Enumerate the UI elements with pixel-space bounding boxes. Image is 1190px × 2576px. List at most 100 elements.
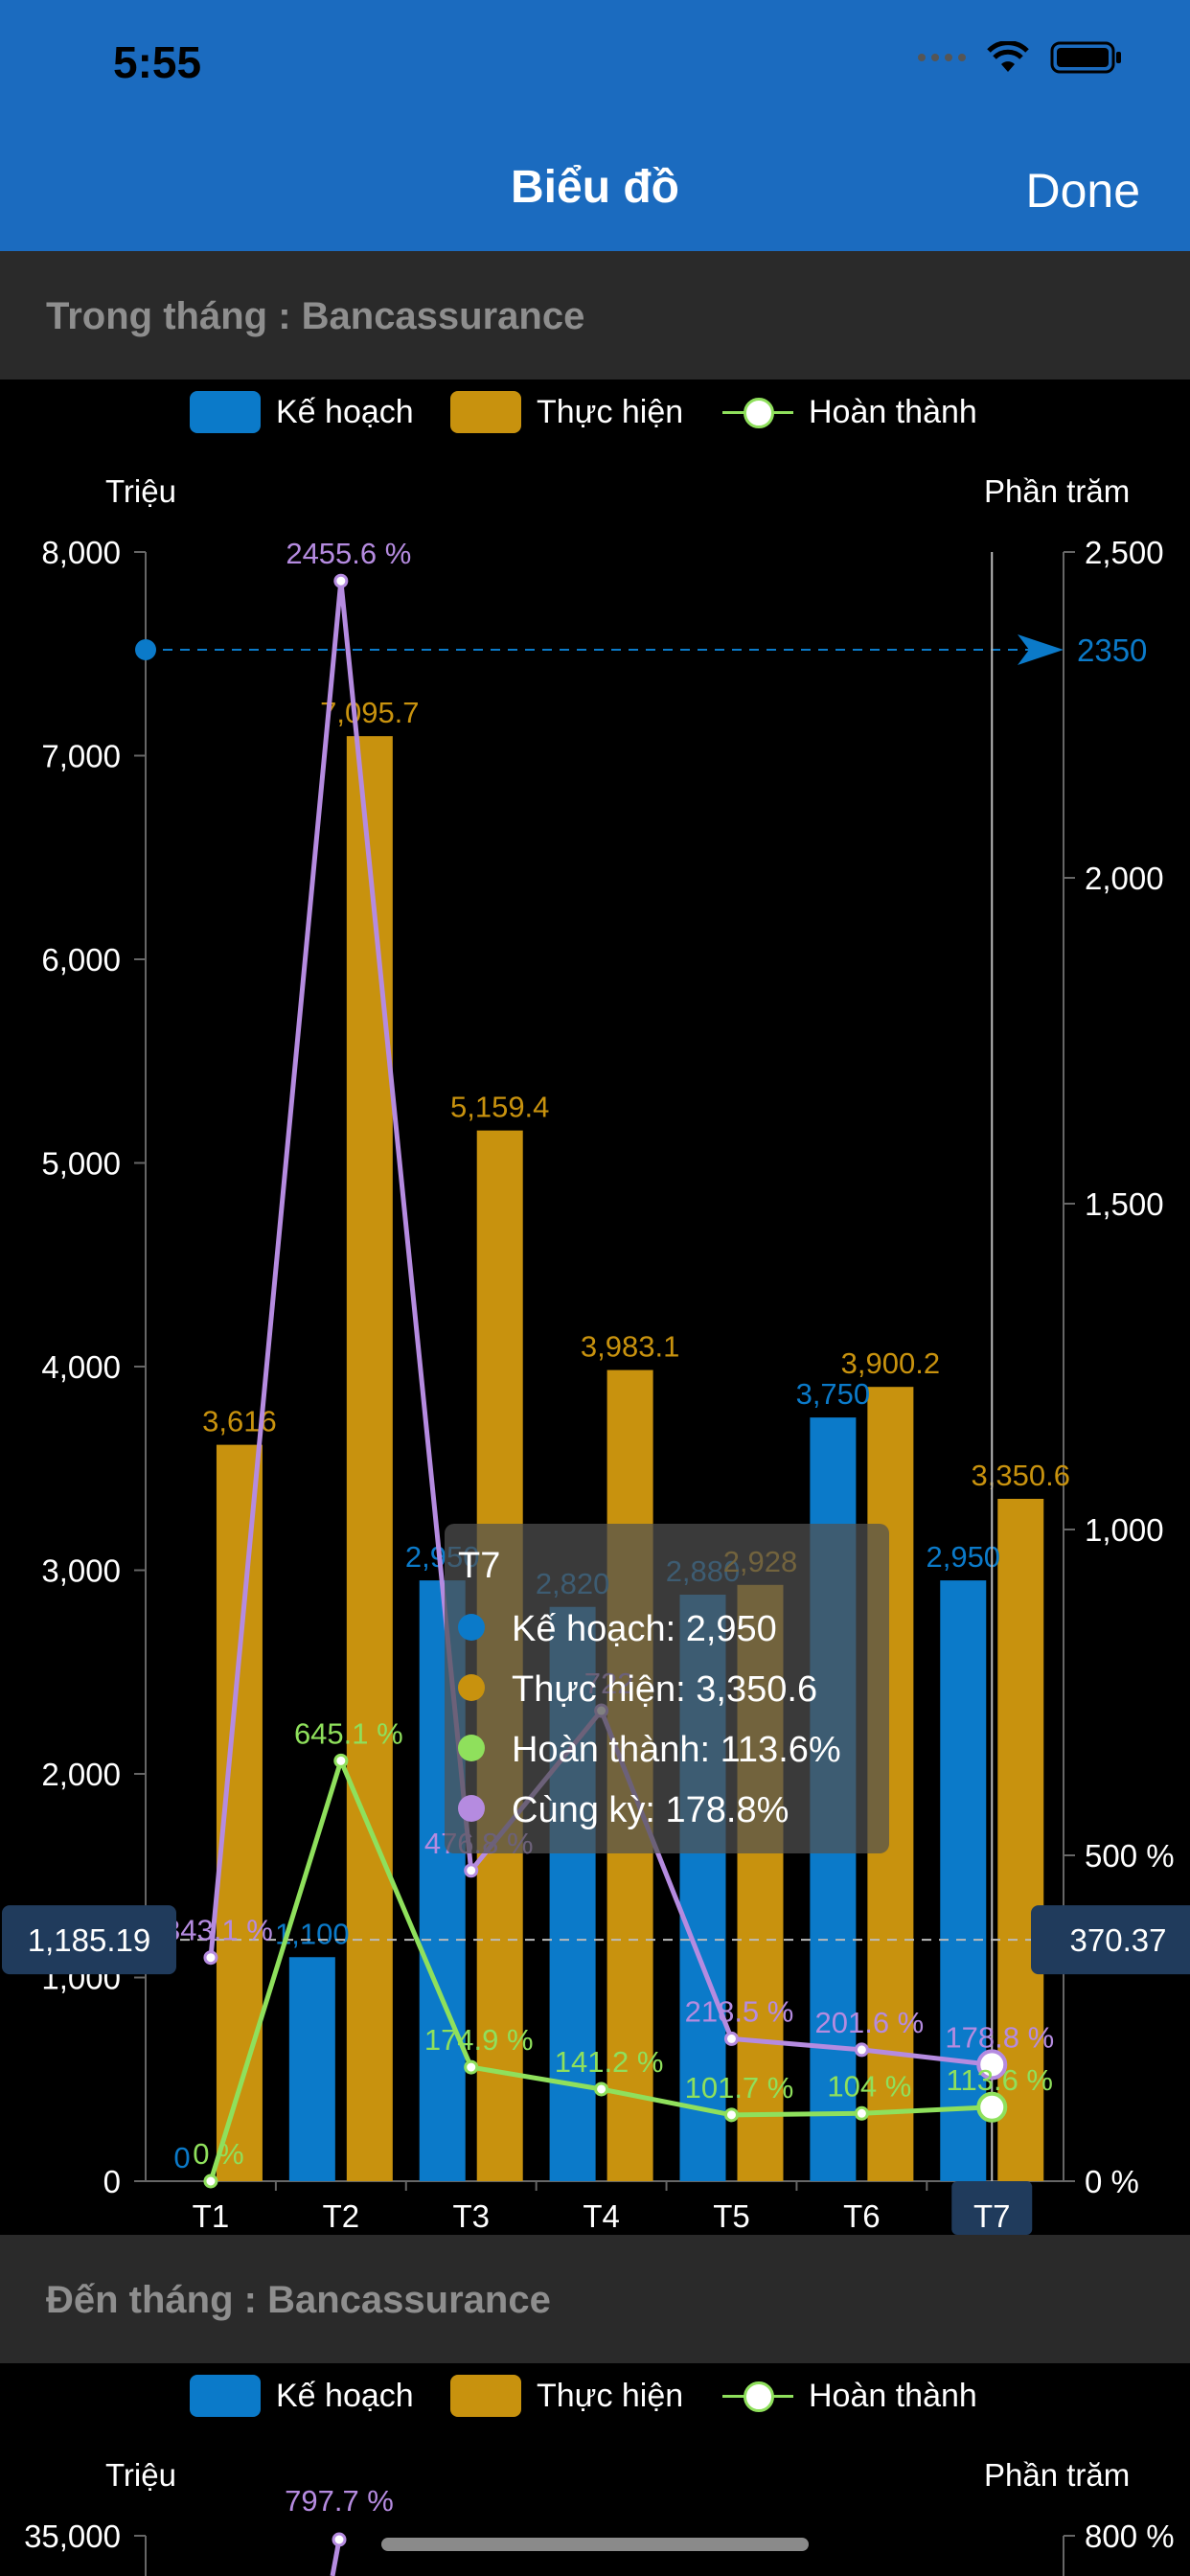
- bar-actual-label: 7,095.7: [320, 696, 419, 729]
- complete-point: [594, 2082, 609, 2097]
- same-period-label: 178.8 %: [945, 2020, 1054, 2054]
- left-axis-unit: Triệu: [105, 473, 176, 509]
- x-tick-label: T4: [583, 2198, 620, 2234]
- legend-item-actual[interactable]: Thực hiện: [450, 383, 683, 441]
- crosshair-left-value-text: 1,185.19: [28, 1922, 150, 1958]
- legend-line-marker: [722, 391, 793, 433]
- same-period-label: 201.6 %: [814, 2006, 924, 2039]
- section-header-month: Trong tháng : Bancassurance: [0, 251, 1190, 380]
- complete-label: 174.9 %: [424, 2023, 534, 2057]
- crosshair-left-value: 1,185.19: [2, 1905, 176, 1975]
- same-period-label-2: 797.7 %: [285, 2484, 394, 2518]
- legend-label: Kế hoạch: [276, 2377, 414, 2414]
- legend-swatch: [450, 2375, 521, 2417]
- crosshair-right-value: 370.37: [1031, 1905, 1190, 1975]
- chart-legend: Kế hoạch Thực hiện Hoàn thành: [0, 383, 1190, 441]
- battery-icon: [1050, 41, 1121, 74]
- bar-plan: [940, 1580, 987, 2181]
- y2-tick-label: 1,500: [1085, 1186, 1164, 1222]
- status-icons: [918, 40, 1123, 75]
- y2-tick-label: 2,500: [1085, 535, 1164, 570]
- complete-label: 141.2 %: [555, 2045, 664, 2079]
- y2-tick-label: 2,000: [1085, 861, 1164, 896]
- tooltip-row: Cùng kỳ: 178.8%: [512, 1790, 789, 1830]
- y-tick-label: 0: [103, 2164, 121, 2199]
- legend-swatch: [190, 2375, 261, 2417]
- complete-label: 645.1 %: [294, 1716, 403, 1750]
- status-time: 5:55: [113, 37, 202, 87]
- bar-plan-label: 2,950: [926, 1540, 1000, 1574]
- legend-label: Thực hiện: [537, 393, 684, 430]
- reference-line-label: 2350: [1077, 632, 1147, 668]
- tooltip-row-dot: [458, 1795, 485, 1822]
- same-period-point: [464, 1863, 479, 1878]
- legend-item-actual[interactable]: Thực hiện: [450, 2367, 683, 2425]
- x-tick-label: T7: [973, 2198, 1011, 2234]
- complete-point: [723, 2107, 739, 2123]
- right-axis-unit: Phần trăm: [984, 473, 1131, 509]
- y-tick-label: 8,000: [41, 535, 121, 570]
- bar-plan-label: 0: [173, 2141, 190, 2174]
- tooltip-bg: [445, 1524, 889, 1853]
- tooltip: T7 Kế hoạch: 2,950 Thực hiện: 3,350.6 Hoàn …: [445, 1524, 889, 1853]
- same-period-point: [854, 2042, 869, 2058]
- legend-item-complete[interactable]: Hoàn thành: [722, 2367, 977, 2425]
- same-period-label: 2455.6 %: [286, 537, 411, 570]
- legend-label: Hoàn thành: [809, 393, 977, 430]
- y-tick-label: 4,000: [41, 1349, 121, 1385]
- crosshair-right-value-text: 370.37: [1070, 1922, 1167, 1958]
- bar-actual-label: 3,983.1: [581, 1330, 679, 1364]
- section-header-cumulative: Đến tháng : Bancassurance: [0, 2235, 1190, 2363]
- legend-item-complete[interactable]: Hoàn thành: [722, 383, 977, 441]
- bar-actual-label: 3,350.6: [972, 1459, 1070, 1492]
- tooltip-row-dot: [458, 1614, 485, 1641]
- legend-line-marker: [722, 2375, 793, 2417]
- chart-legend-2: Kế hoạch Thực hiện Hoàn thành: [0, 2367, 1190, 2425]
- complete-point: [976, 2091, 1008, 2123]
- x-tick-label: T1: [193, 2198, 230, 2234]
- tooltip-row: Kế hoạch: 2,950: [512, 1609, 777, 1649]
- tooltip-row-dot: [458, 1735, 485, 1761]
- y2-tick-label-2: 800 %: [1085, 2518, 1175, 2554]
- legend-label: Kế hoạch: [276, 393, 414, 430]
- x-tick-label: T6: [843, 2198, 881, 2234]
- y2-tick-label: 0 %: [1085, 2164, 1139, 2199]
- y-tick-label: 7,000: [41, 739, 121, 774]
- right-axis-unit-2: Phần trăm: [984, 2457, 1131, 2493]
- same-period-label: 218.5 %: [685, 1994, 794, 2028]
- complete-label: 101.7 %: [685, 2071, 794, 2104]
- crosshair-right-value-bg: [1031, 1905, 1190, 1975]
- x-axis-highlight: [951, 2181, 1033, 2235]
- tooltip-row: Hoàn thành: 113.6%: [512, 1730, 841, 1770]
- x-tick-label: T2: [323, 2198, 360, 2234]
- same-period-point: [976, 2049, 1008, 2081]
- same-period-point-2: [332, 2532, 347, 2547]
- x-tick-label: T3: [452, 2198, 490, 2234]
- wifi-icon: [987, 41, 1029, 72]
- y2-tick-label: 500 %: [1085, 1838, 1175, 1874]
- complete-label: 0 %: [193, 2137, 243, 2171]
- crosshair-left-value-bg: [2, 1905, 176, 1975]
- section-title: Trong tháng : Bancassurance: [46, 295, 585, 337]
- legend-swatch: [450, 391, 521, 433]
- y-tick-label: 6,000: [41, 942, 121, 978]
- bar-plan-label: 3,750: [796, 1377, 871, 1411]
- legend-item-plan[interactable]: Kế hoạch: [190, 383, 414, 441]
- x-tick-label: T5: [713, 2198, 750, 2234]
- complete-point: [333, 1753, 349, 1768]
- bar-actual-label: 5,159.4: [450, 1091, 549, 1124]
- legend-swatch: [190, 391, 261, 433]
- y-tick-label: 3,000: [41, 1553, 121, 1589]
- same-period-point: [203, 1950, 218, 1966]
- done-button[interactable]: Done: [1025, 164, 1140, 218]
- same-period-point: [723, 2031, 739, 2046]
- reference-line-start-marker: [135, 639, 156, 660]
- reference-line-arrow: [1018, 634, 1064, 665]
- page-title: Biểu đồ: [511, 162, 679, 213]
- home-indicator: [381, 2538, 809, 2551]
- y-tick-label: 2,000: [41, 1757, 121, 1792]
- complete-label: 104 %: [827, 2069, 911, 2103]
- legend-item-plan[interactable]: Kế hoạch: [190, 2367, 414, 2425]
